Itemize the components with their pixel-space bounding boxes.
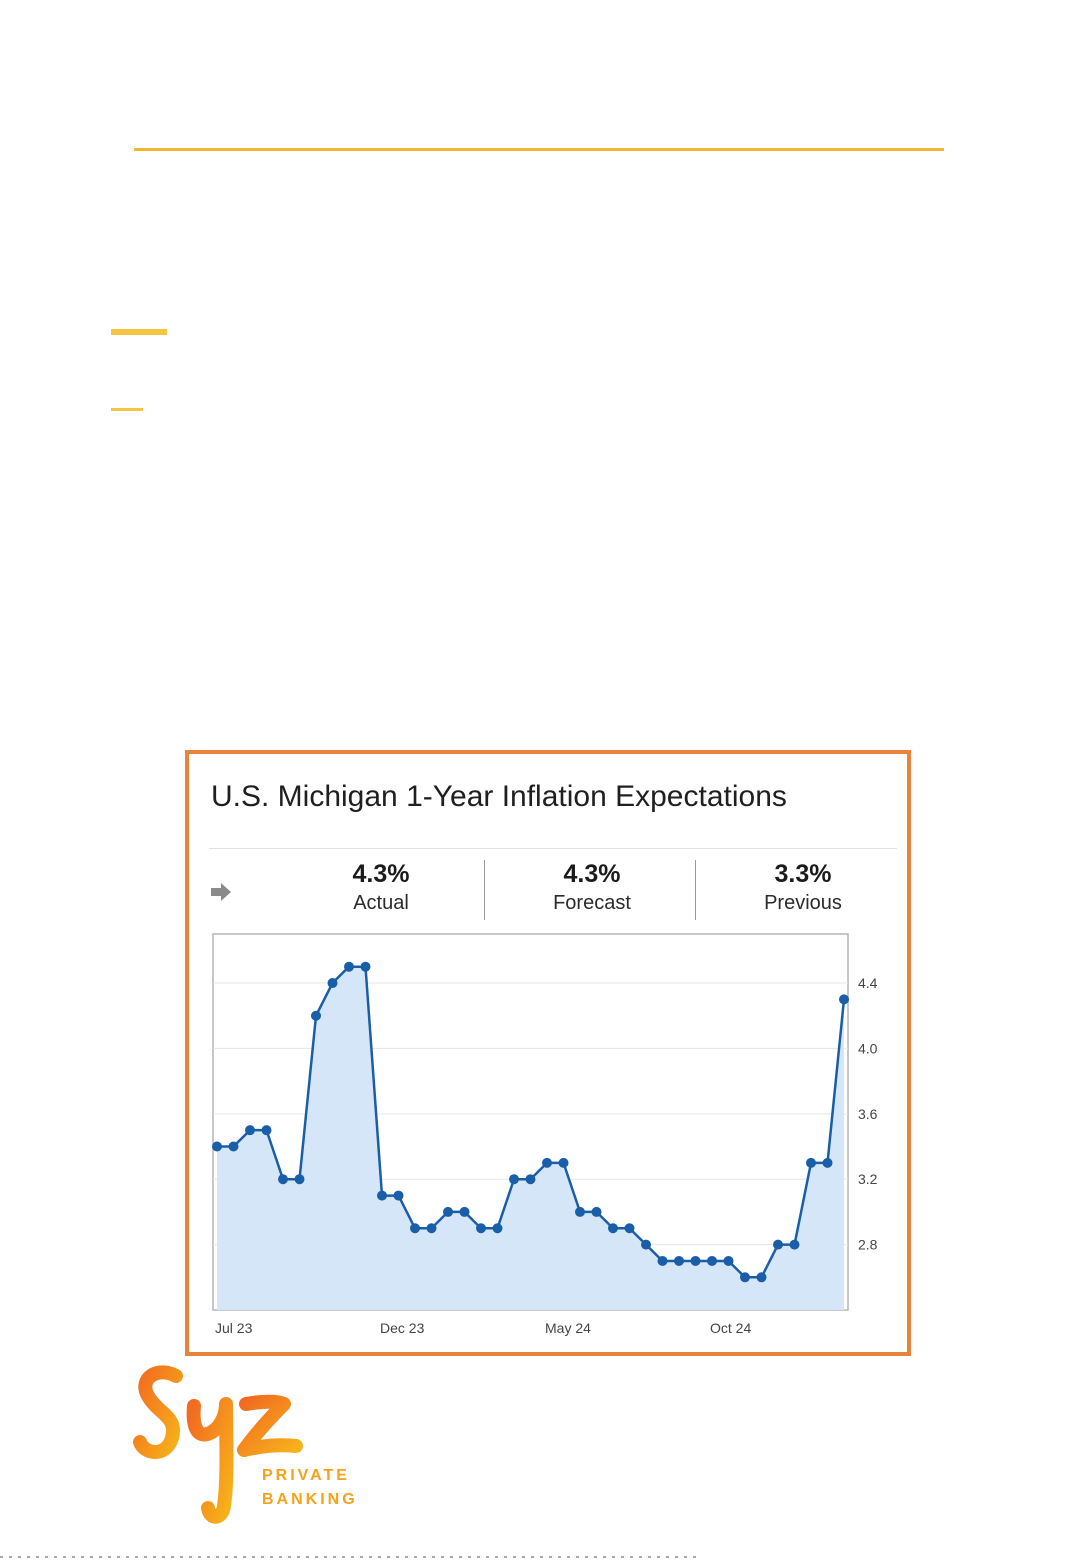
- data-point: [624, 1223, 635, 1234]
- data-point: [608, 1223, 618, 1234]
- data-point: [789, 1239, 800, 1250]
- accent-bar: [111, 329, 167, 335]
- stat-forecast: 4.3% Forecast: [502, 860, 682, 918]
- chart-card: U.S. Michigan 1-Year Inflation Expectati…: [185, 750, 911, 1356]
- accent-bar-small: [111, 408, 143, 411]
- y-tick-label: 3.6: [858, 1106, 878, 1122]
- data-point: [492, 1223, 503, 1234]
- data-point: [839, 994, 849, 1005]
- stat-actual-value: 4.3%: [352, 860, 410, 888]
- data-point: [822, 1157, 833, 1168]
- x-tick-label: Dec 23: [380, 1320, 425, 1336]
- x-tick-label: Jul 23: [215, 1320, 253, 1336]
- series-area: [217, 966, 844, 1310]
- stat-divider: [695, 860, 696, 920]
- x-tick-label: May 24: [545, 1320, 591, 1336]
- data-point: [509, 1174, 519, 1185]
- data-point: [410, 1223, 420, 1234]
- data-point: [377, 1190, 387, 1201]
- data-point: [542, 1157, 552, 1168]
- data-point: [228, 1141, 239, 1152]
- stat-actual: 4.3% Actual: [291, 860, 471, 918]
- y-tick-label: 4.0: [858, 1040, 878, 1056]
- stat-previous-label: Previous: [764, 892, 842, 914]
- scan-artifact: [0, 1556, 700, 1558]
- data-point: [476, 1223, 486, 1234]
- data-point: [773, 1239, 783, 1250]
- arrow-right-icon: [211, 883, 231, 901]
- stat-forecast-value: 4.3%: [563, 860, 621, 888]
- data-point: [459, 1206, 470, 1217]
- data-point: [294, 1174, 305, 1185]
- data-point: [443, 1206, 453, 1217]
- stat-actual-label: Actual: [353, 892, 409, 914]
- line-chart: 4.4 4.0 3.6 3.2 2.8 Jul 23 Dec 23 May 24 Oct 24: [212, 933, 878, 1336]
- y-tick-label: 2.8: [858, 1237, 878, 1253]
- stat-previous: 3.3% Previous: [713, 860, 893, 918]
- data-point: [740, 1272, 750, 1283]
- data-point: [261, 1125, 272, 1136]
- data-point: [591, 1206, 602, 1217]
- data-point: [558, 1157, 569, 1168]
- data-point: [641, 1239, 651, 1250]
- data-point: [245, 1125, 255, 1136]
- data-point: [278, 1174, 288, 1185]
- title-divider: [209, 848, 897, 849]
- stat-divider: [484, 860, 485, 920]
- logo-text-banking: BANKING: [262, 1491, 358, 1508]
- syz-logo: [133, 1365, 303, 1524]
- data-point: [723, 1255, 734, 1266]
- logo-text-private: PRIVATE: [262, 1467, 350, 1484]
- data-point: [525, 1174, 536, 1185]
- data-point: [212, 1141, 222, 1152]
- data-point: [311, 1010, 321, 1021]
- y-tick-label: 3.2: [858, 1171, 878, 1187]
- data-point: [756, 1272, 767, 1283]
- y-tick-label: 4.4: [858, 975, 878, 991]
- data-point: [657, 1255, 668, 1266]
- data-point: [707, 1255, 717, 1266]
- data-point: [393, 1190, 404, 1201]
- data-point: [575, 1206, 585, 1217]
- chart-title: U.S. Michigan 1-Year Inflation Expectati…: [211, 780, 787, 813]
- header-rule: [134, 148, 944, 151]
- data-point: [674, 1255, 684, 1266]
- data-point: [327, 978, 338, 989]
- data-point: [344, 961, 354, 972]
- x-tick-label: Oct 24: [710, 1320, 751, 1336]
- data-point: [806, 1157, 816, 1168]
- stat-previous-value: 3.3%: [774, 860, 832, 888]
- data-point: [426, 1223, 437, 1234]
- data-point: [360, 961, 371, 972]
- stat-forecast-label: Forecast: [553, 892, 631, 914]
- data-point: [690, 1255, 701, 1266]
